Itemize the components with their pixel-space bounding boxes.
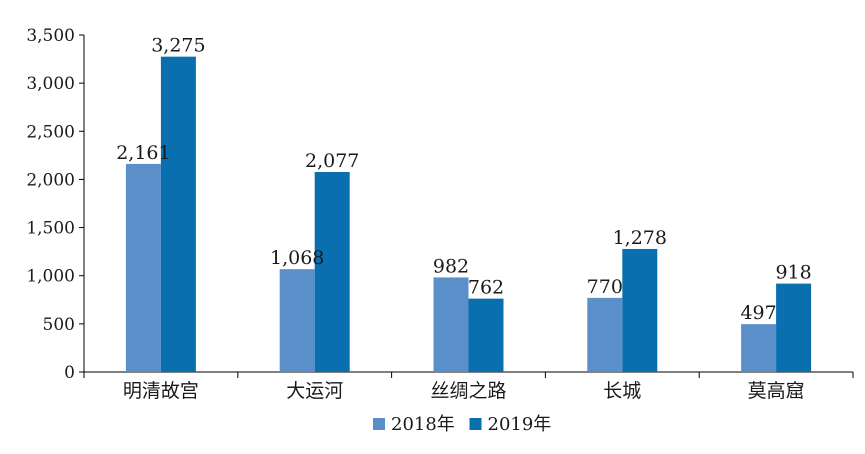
bar-2019年-明清故宫	[160, 56, 196, 373]
x-axis: 明清故宫 大运河 丝绸之路 长城 莫高窟	[83, 371, 854, 402]
legend: 2018年 2019年	[373, 414, 551, 435]
y-tick-label: 500	[43, 315, 75, 335]
data-label: 1,068	[270, 247, 324, 269]
bars	[125, 56, 812, 373]
bar-2018年-莫高窟	[741, 324, 777, 372]
x-tick-label: 丝绸之路	[430, 380, 506, 402]
x-tick-label: 莫高窟	[748, 380, 805, 402]
data-label: 762	[468, 277, 504, 299]
data-labels: 2,161 1,068 982 770 497 3,275 2,077 762 1,278 918	[116, 35, 812, 324]
data-label: 497	[740, 302, 776, 324]
y-tick-label: 1,500	[26, 219, 75, 239]
bar-2019年-丝绸之路	[468, 298, 504, 372]
bar-2018年-长城	[587, 297, 623, 372]
x-tick-label: 明清故宫	[123, 380, 199, 402]
y-tick-label: 2,000	[26, 170, 75, 190]
legend-label: 2018年	[391, 414, 455, 435]
y-axis: 0 500 1,000 1,500 2,000 2,500 3,000 3,500	[26, 26, 85, 383]
y-tick-label: 2,500	[26, 122, 75, 142]
x-tick-label: 大运河	[286, 380, 343, 402]
legend-swatch	[469, 418, 482, 430]
data-label: 918	[775, 262, 811, 284]
legend-swatch	[373, 418, 385, 430]
x-tick-label: 长城	[603, 380, 641, 402]
data-label: 770	[587, 276, 623, 298]
y-tick-label: 0	[64, 363, 75, 383]
bar-2018年-明清故宫	[125, 163, 161, 372]
data-label: 982	[433, 255, 469, 277]
y-tick-label: 3,500	[26, 26, 75, 46]
data-label: 1,278	[613, 227, 667, 249]
bar-2019年-长城	[622, 248, 658, 372]
data-label: 2,077	[305, 150, 359, 172]
y-tick-label: 1,000	[26, 267, 75, 287]
legend-label: 2019年	[488, 414, 552, 435]
bar-2018年-丝绸之路	[433, 277, 469, 372]
bar-2019年-大运河	[314, 172, 350, 372]
bar-2018年-大运河	[279, 269, 315, 372]
data-label: 2,161	[116, 142, 170, 164]
bar-2019年-莫高窟	[776, 283, 812, 372]
data-label: 3,275	[151, 35, 205, 57]
y-tick-label: 3,000	[26, 74, 75, 94]
